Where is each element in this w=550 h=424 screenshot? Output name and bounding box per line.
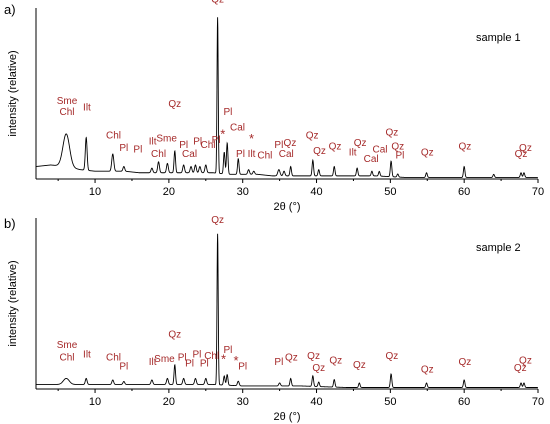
- x-tick-label: 20: [163, 186, 175, 198]
- x-tick-label: 30: [237, 186, 249, 198]
- sample-label: sample 2: [476, 242, 521, 254]
- y-axis-title: intensity (relative): [7, 260, 19, 346]
- phase-label: Chl: [151, 149, 166, 160]
- phase-label: Qz: [285, 352, 298, 363]
- phase-label: Qz: [515, 149, 528, 160]
- sample-label: sample 1: [476, 32, 521, 44]
- phase-label: Qz: [354, 138, 367, 149]
- phase-label: Ilt: [83, 349, 91, 360]
- phase-label: Pl: [212, 135, 221, 146]
- phase-label: Pl: [178, 352, 187, 363]
- phase-label: Sme: [154, 354, 175, 365]
- phase-label: Qz: [168, 330, 181, 341]
- phase-label: Chl: [106, 130, 121, 141]
- phase-label: Pl: [119, 361, 128, 372]
- x-tick-label: 20: [163, 396, 175, 408]
- phase-label: Qz: [385, 127, 398, 138]
- phase-label: Qz: [353, 360, 366, 371]
- phase-label: *: [221, 351, 226, 366]
- phase-label: Pl: [274, 357, 283, 368]
- phase-label: Pl: [395, 151, 404, 162]
- phase-label: Chl: [204, 351, 219, 362]
- x-tick-label: 50: [384, 186, 396, 198]
- phase-label: Sme: [57, 340, 78, 351]
- x-tick-label: 50: [384, 396, 396, 408]
- phase-label: Qz: [307, 351, 320, 362]
- phase-label: Chl: [59, 352, 74, 363]
- phase-label: Sme: [57, 96, 78, 107]
- phase-label: Pl: [223, 345, 232, 356]
- phase-label: Qz: [421, 364, 434, 375]
- phase-label: *: [249, 131, 254, 146]
- phase-label: Sme: [156, 134, 177, 145]
- xrd-trace: [35, 17, 538, 178]
- phase-label: Qz: [306, 130, 319, 141]
- phase-label: Pl: [236, 149, 245, 160]
- phase-label: Ilt: [149, 137, 157, 148]
- phase-label: Ilt: [149, 357, 157, 368]
- phase-label: Ilt: [349, 148, 357, 159]
- phase-label: Qz: [312, 363, 325, 374]
- phase-label: Cal: [182, 149, 197, 160]
- phase-label: Pl: [200, 358, 209, 369]
- phase-label: Pl: [119, 143, 128, 154]
- x-tick-label: 10: [89, 396, 101, 408]
- phase-label: Qz: [514, 363, 527, 374]
- phase-label: Chl: [59, 107, 74, 118]
- phase-label: Qz: [385, 351, 398, 362]
- phase-label: Pl: [185, 358, 194, 369]
- phase-label: Qz: [211, 215, 224, 226]
- phase-label: Ilt: [83, 102, 91, 113]
- xrd-trace: [36, 233, 538, 388]
- phase-label: Pl: [238, 361, 247, 372]
- panel-label: b): [4, 216, 16, 231]
- phase-label: Qz: [459, 357, 472, 368]
- x-tick-label: 30: [237, 396, 249, 408]
- x-tick-label: 40: [310, 186, 322, 198]
- phase-label: Qz: [519, 355, 532, 366]
- phase-label: Ilt: [248, 149, 256, 160]
- phase-label: Pl: [193, 137, 202, 148]
- phase-label: Qz: [284, 138, 297, 149]
- phase-label: Qz: [211, 0, 224, 6]
- phase-label: Pl: [192, 349, 201, 360]
- x-axis-title: 2θ (°): [273, 201, 300, 213]
- phase-label: *: [220, 126, 225, 141]
- x-tick-label: 70: [532, 396, 544, 408]
- x-tick-label: 60: [458, 186, 470, 198]
- panel-label: a): [4, 2, 16, 17]
- x-tick-label: 40: [310, 396, 322, 408]
- phase-label: Cal: [279, 149, 294, 160]
- x-tick-label: 10: [89, 186, 101, 198]
- x-tick-label: 60: [458, 396, 470, 408]
- phase-label: Qz: [168, 99, 181, 110]
- y-axis-title: intensity (relative): [7, 50, 19, 136]
- phase-label: Pl: [223, 107, 232, 118]
- phase-label: *: [234, 353, 239, 368]
- phase-label: Pl: [179, 140, 188, 151]
- phase-label: Pl: [133, 144, 142, 155]
- phase-label: Chl: [201, 140, 216, 151]
- phase-label: Qz: [313, 146, 326, 157]
- x-tick-label: 70: [532, 186, 544, 198]
- phase-label: Qz: [459, 141, 472, 152]
- phase-label: Cal: [364, 154, 379, 165]
- panel-a: 10 20 30 40 50 60 70 2θ (°) intensity (relative)…: [4, 0, 544, 213]
- x-axis-title: 2θ (°): [273, 411, 300, 423]
- phase-label: Pl: [274, 140, 283, 151]
- panel-b: 10 20 30 40 50 60 70 2θ (°) intensity (relative)…: [4, 215, 544, 423]
- phase-label: Qz: [391, 141, 404, 152]
- phase-label: Chl: [257, 151, 272, 162]
- phase-label: Chl: [106, 352, 121, 363]
- phase-label: Qz: [329, 355, 342, 366]
- phase-label: Qz: [421, 148, 434, 159]
- phase-label: Qz: [329, 141, 342, 152]
- phase-label: Cal: [230, 123, 245, 134]
- phase-label: Qz: [519, 143, 532, 154]
- phase-label: Cal: [373, 144, 388, 155]
